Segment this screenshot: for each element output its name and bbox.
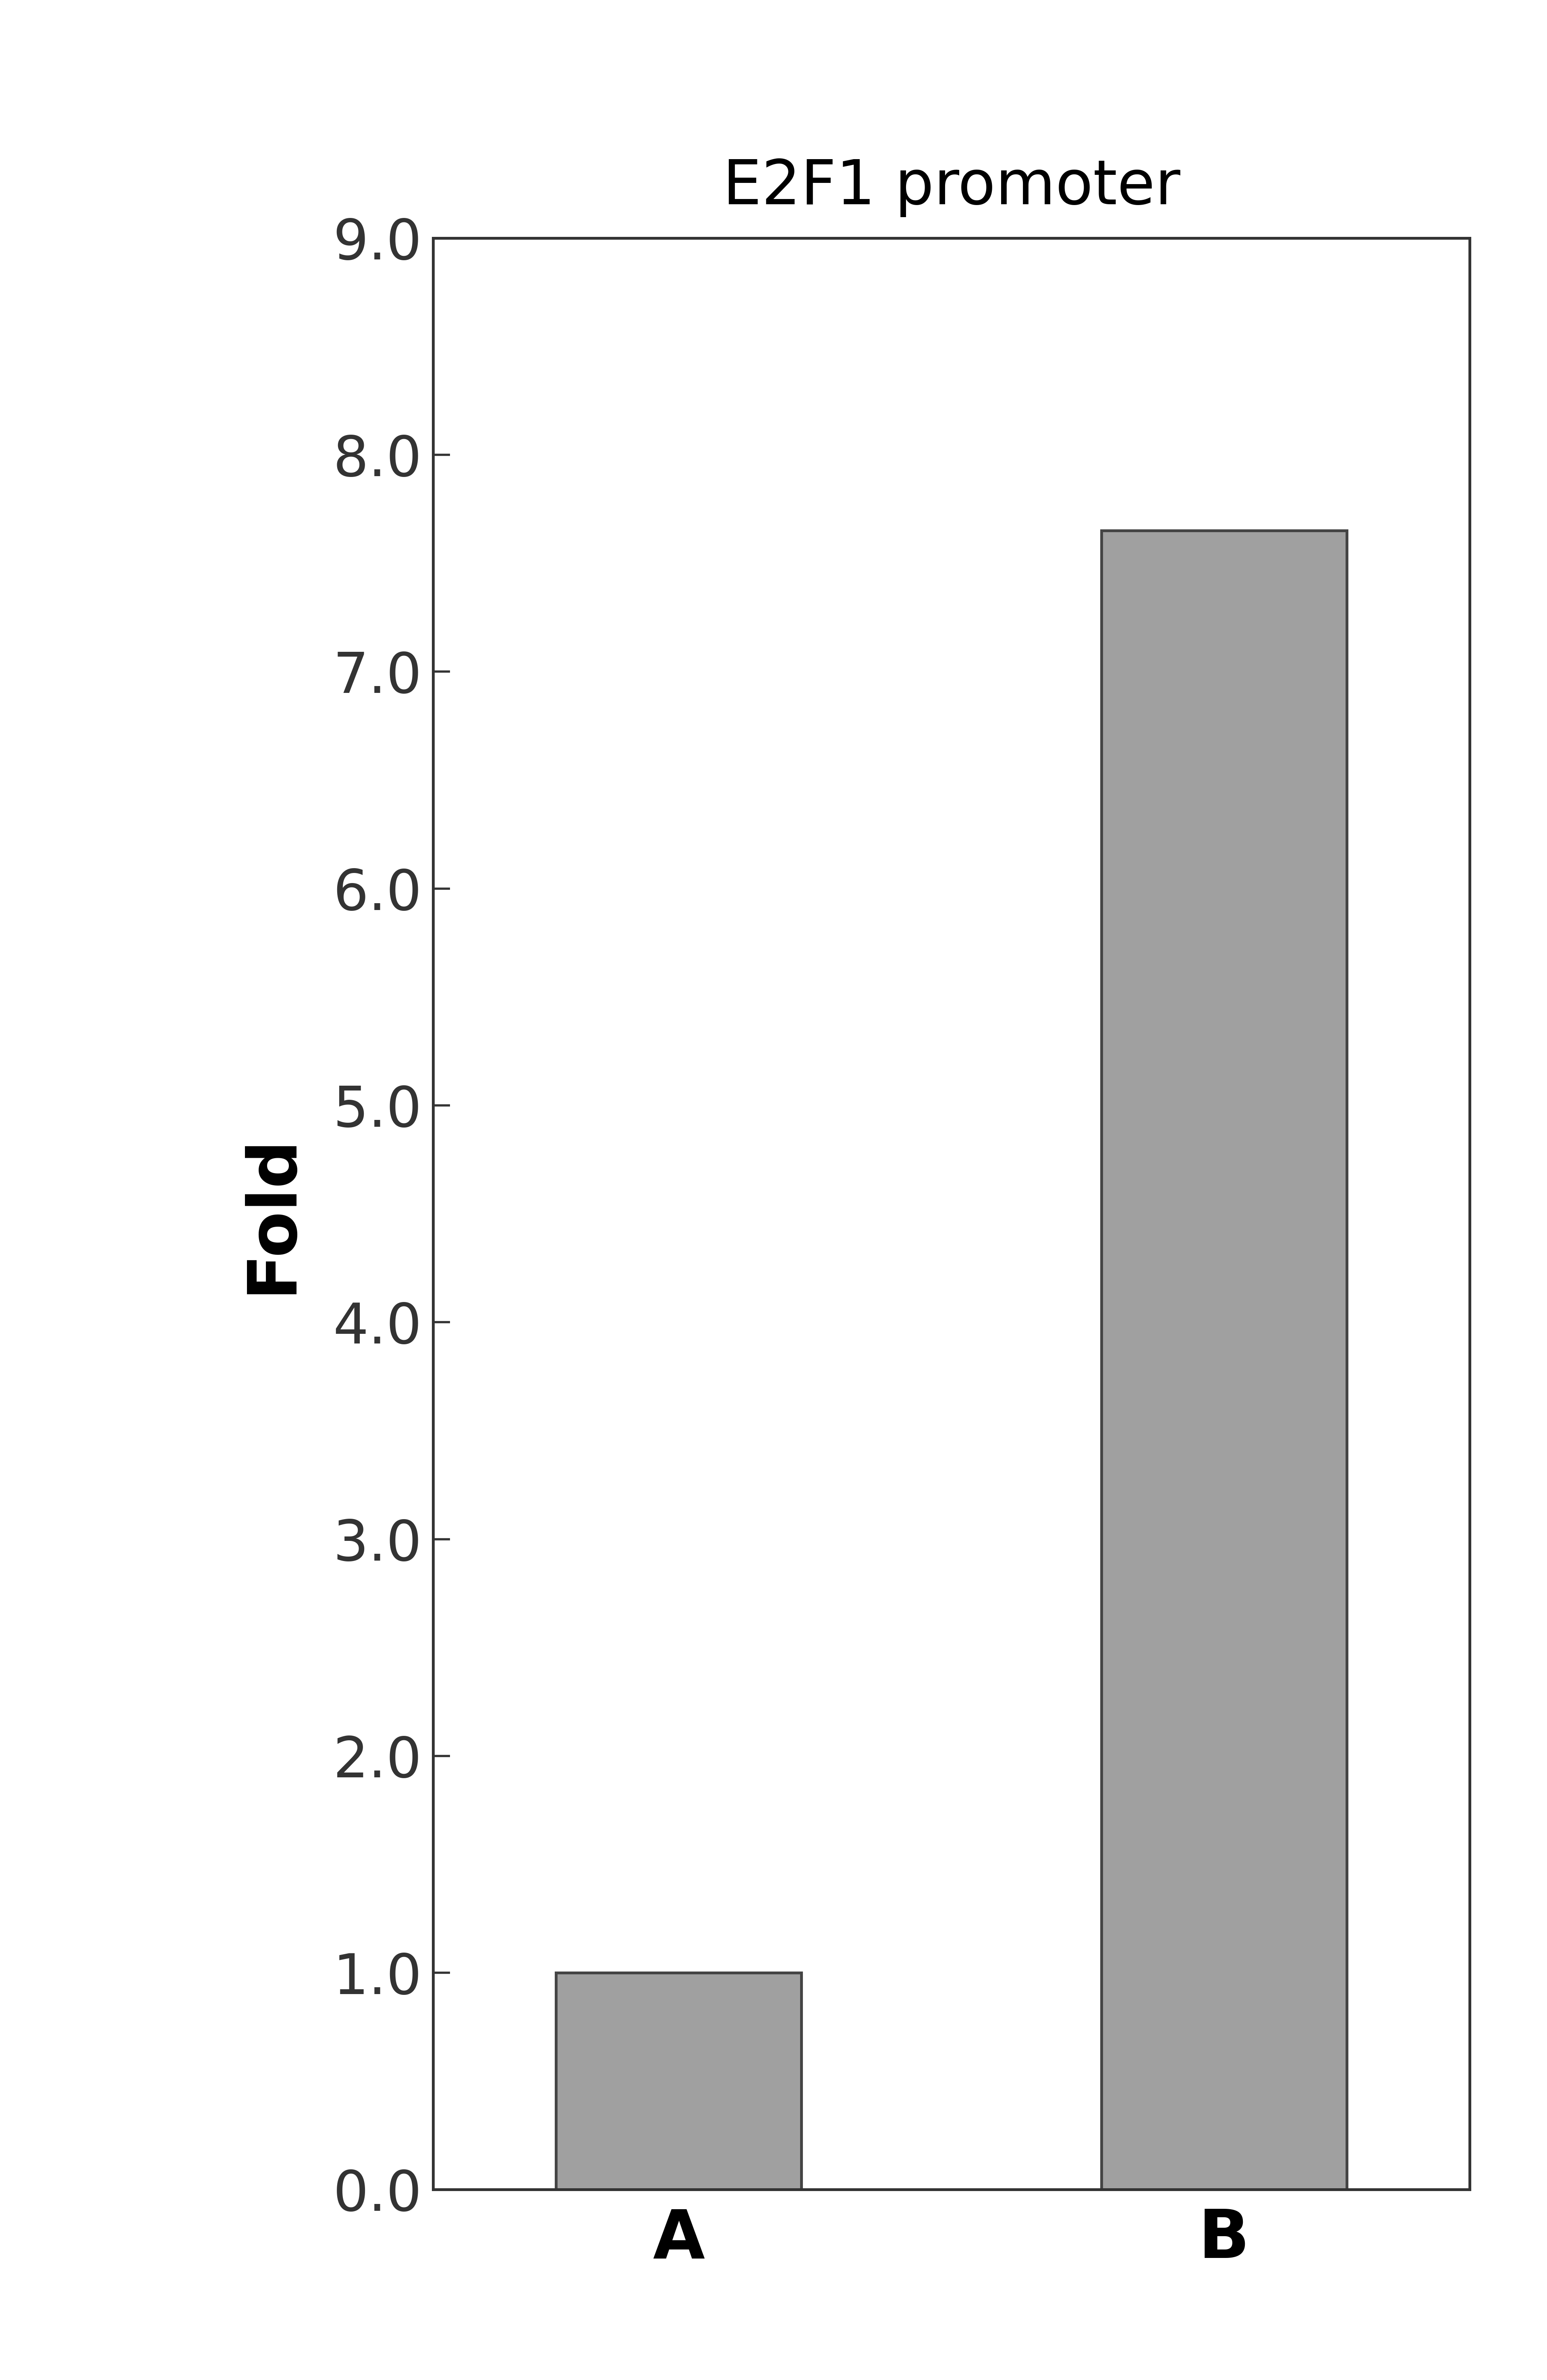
Bar <box>1101 531 1347 2190</box>
Y-axis label: Fold: Fold <box>240 1133 305 1295</box>
Title: E2F1 promoter: E2F1 promoter <box>722 157 1180 217</box>
Bar <box>555 1973 801 2190</box>
